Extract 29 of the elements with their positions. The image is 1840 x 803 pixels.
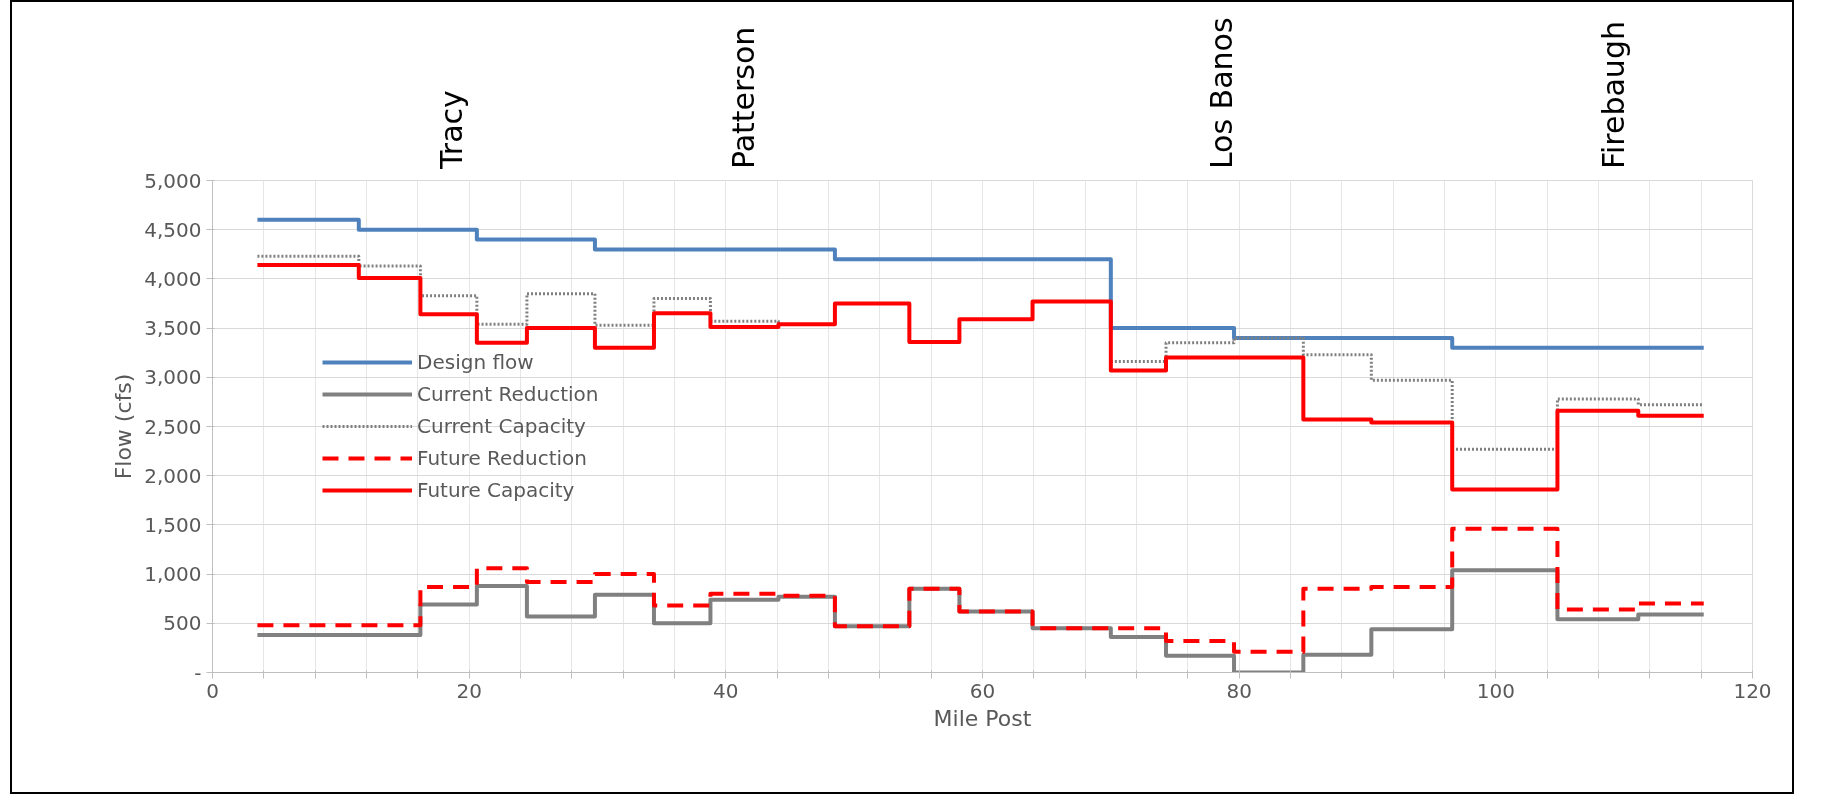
y-tick-label: 2,500 bbox=[144, 414, 202, 439]
x-tick-label: 60 bbox=[969, 678, 996, 703]
y-tick-label: - bbox=[194, 660, 202, 685]
y-tick-label: 3,000 bbox=[144, 365, 202, 390]
x-tick-label: 100 bbox=[1476, 678, 1515, 703]
y-tick-label: 2,000 bbox=[144, 463, 202, 488]
y-tick-label: 1,000 bbox=[144, 562, 202, 587]
text: Los Banos bbox=[1203, 17, 1239, 170]
x-tick-label: 20 bbox=[456, 678, 482, 703]
x-tick-label: 0 bbox=[206, 678, 219, 703]
legend-label: Future Reduction bbox=[417, 446, 588, 470]
legend-label: Current Capacity bbox=[417, 414, 586, 438]
legend-label: Design flow bbox=[417, 350, 534, 374]
y-tick-label: 4,500 bbox=[144, 217, 202, 242]
y-tick-label: 1,500 bbox=[144, 512, 202, 537]
y-tick-label: 500 bbox=[163, 611, 202, 636]
y-axis-title: Flow (cfs) bbox=[111, 373, 137, 480]
x-tick-label: 40 bbox=[713, 678, 739, 703]
x-tick-label: 120 bbox=[1733, 678, 1772, 703]
legend-label: Current Reduction bbox=[417, 382, 599, 406]
x-tick-label: 80 bbox=[1226, 678, 1252, 703]
y-tick-label: 4,000 bbox=[144, 266, 202, 291]
y-tick-label: 5,000 bbox=[144, 168, 202, 193]
y-tick-label: 3,500 bbox=[144, 316, 202, 341]
text: Tracy bbox=[433, 90, 469, 171]
legend-label: Future Capacity bbox=[417, 478, 575, 502]
text: Firebaugh bbox=[1596, 21, 1632, 170]
x-axis-title: Mile Post bbox=[933, 705, 1032, 731]
text: Patterson bbox=[726, 26, 762, 170]
